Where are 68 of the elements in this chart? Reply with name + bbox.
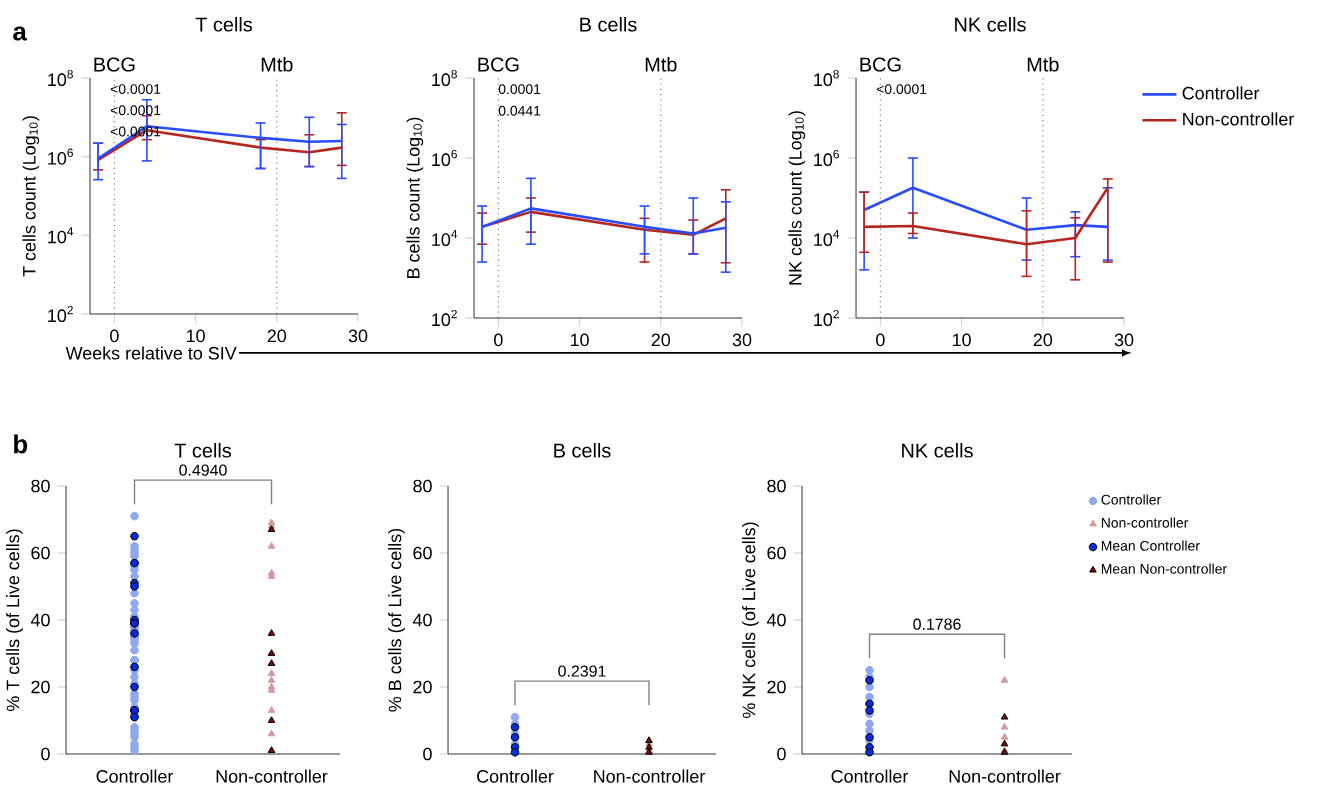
- chart-title: B cells: [554, 442, 611, 458]
- y-tick-label: 10$^{8}$: [814, 69, 839, 87]
- legend-label: Controller: [1182, 86, 1260, 100]
- y-axis-title: % B cells (of Live cells): [388, 528, 405, 712]
- y-tick-label: 80: [413, 479, 432, 493]
- x-tick-label: Non-controller: [216, 769, 328, 783]
- ref-line-label: BCG: [860, 57, 901, 72]
- y-axis-title: NK cells count (Log$_{10}$): [788, 111, 806, 285]
- y-tick-label: 10$^{6}$: [814, 149, 839, 167]
- y-tick-label: 60: [413, 546, 432, 560]
- y-tick-label: 10$^{4}$: [48, 227, 74, 244]
- text: a: [13, 26, 27, 41]
- ref-line-label: BCG: [94, 57, 135, 72]
- ref-line-label: BCG: [478, 57, 519, 72]
- y-tick-label: 10$^{4}$: [814, 229, 840, 247]
- y-tick-label: 10$^{8}$: [432, 69, 457, 87]
- y-tick-label: 0: [423, 747, 432, 761]
- x-tick-label: 30: [732, 333, 752, 347]
- x-tick-label: Controller: [96, 769, 174, 783]
- y-tick-label: 10$^{2}$: [814, 309, 839, 327]
- y-axis-title: % T cells (of Live cells): [6, 529, 23, 712]
- y-tick-label: 10$^{8}$: [48, 69, 73, 87]
- ref-line-label: Mtb: [261, 56, 293, 72]
- y-tick-label: 40: [766, 613, 786, 627]
- y-tick-label: 10$^{6}$: [432, 149, 457, 167]
- chart-title: NK cells: [955, 16, 1026, 32]
- y-tick-label: 40: [30, 613, 50, 627]
- y-axis-title: T cells count (Log$_{10}$): [22, 116, 40, 277]
- chart-title: NK cells: [902, 442, 973, 458]
- text: b: [14, 434, 28, 454]
- y-tick-label: 20: [767, 680, 786, 694]
- x-tick-label: 10: [186, 329, 205, 343]
- y-tick-label: 10$^{2}$: [48, 305, 73, 323]
- y-tick-label: 0: [777, 747, 786, 761]
- chart-title: T cells: [195, 16, 253, 32]
- ref-line-label: Mtb: [645, 56, 677, 72]
- y-tick-label: 80: [767, 479, 786, 493]
- x-axis-title: Weeks relative to SIV: [65, 346, 237, 360]
- y-tick-label: 20: [31, 680, 50, 694]
- y-tick-label: 60: [767, 546, 786, 560]
- y-tick-label: 80: [31, 479, 50, 493]
- ref-line-label: Mtb: [1027, 56, 1059, 72]
- y-tick-label: 20: [413, 680, 432, 694]
- y-tick-label: 10$^{2}$: [432, 309, 457, 327]
- y-tick-label: 10$^{4}$: [432, 229, 458, 247]
- x-tick-label: 10: [953, 333, 971, 347]
- y-tick-label: 10$^{6}$: [48, 148, 73, 165]
- x-tick-label: 0: [110, 329, 119, 343]
- x-tick-label: Non-controller: [949, 769, 1061, 783]
- x-tick-label: 30: [348, 329, 368, 343]
- x-tick-label: 10: [570, 333, 589, 347]
- chart-title: T cells: [174, 442, 232, 458]
- y-tick-label: 60: [31, 546, 50, 560]
- chart-title: B cells: [580, 16, 637, 32]
- x-tick-label: 20: [651, 333, 671, 347]
- y-tick-label: 0: [41, 747, 50, 761]
- x-tick-label: Non-controller: [594, 769, 706, 783]
- x-tick-label: 0: [876, 333, 885, 347]
- y-axis-title: B cells count (Log$_{10}$): [406, 117, 424, 278]
- x-tick-label: 20: [267, 329, 287, 343]
- y-axis-title: % NK cells (of Live cells): [742, 522, 759, 719]
- x-tick-label: Controller: [477, 769, 554, 783]
- legend-label: Non-controller: [1183, 112, 1295, 126]
- y-tick-label: 40: [412, 613, 432, 627]
- x-tick-label: 20: [1033, 333, 1053, 347]
- x-tick-label: 30: [1114, 333, 1134, 347]
- x-tick-label: 0: [494, 333, 503, 347]
- x-tick-label: Controller: [831, 769, 909, 783]
